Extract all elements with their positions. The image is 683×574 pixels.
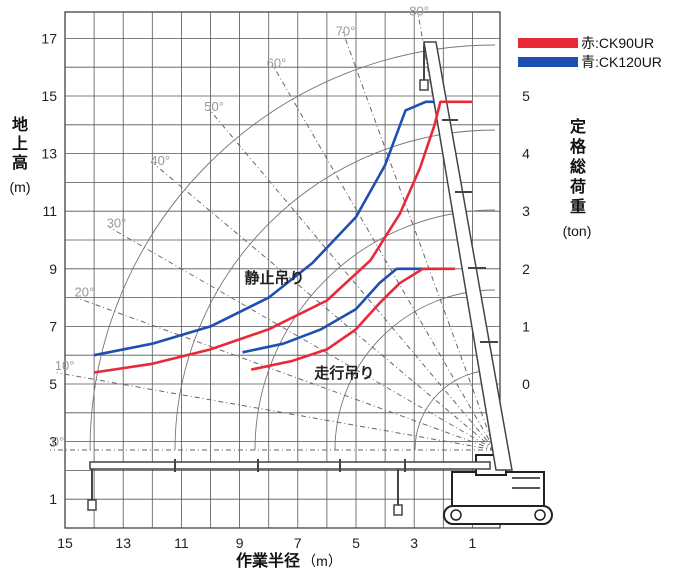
annotation-label: 静止吊り [245, 269, 305, 287]
axis-title-char: 高 [12, 153, 28, 172]
angle-label: 70° [336, 23, 356, 38]
track-wheel [534, 509, 546, 521]
plot-frame [64, 11, 501, 529]
performance-curves [93, 100, 473, 374]
x-tick-label: 9 [236, 535, 244, 551]
y2-tick-label: 5 [522, 88, 530, 104]
x-tick-label: 11 [174, 535, 189, 551]
radius-arc [174, 129, 496, 451]
angle-label: 10° [55, 358, 75, 373]
y-tick-label: 17 [41, 30, 57, 46]
legend-swatch-red [518, 38, 578, 48]
angle-ray [76, 297, 496, 451]
legend: 赤:CK90UR 青:CK120UR [518, 35, 662, 70]
hook-block [87, 499, 97, 511]
boom-horizontal [89, 461, 491, 470]
boom-raised [423, 41, 513, 471]
crawler-track [443, 505, 553, 525]
angle-label: 40° [150, 153, 170, 168]
hook-block [393, 504, 403, 516]
x-tick-label: 1 [469, 535, 477, 551]
axis-title-char: 地 [12, 115, 28, 134]
angle-label: 30° [107, 216, 127, 231]
angle-label: 20° [75, 285, 95, 300]
angle-label: 50° [204, 99, 224, 114]
axis-title-char: 格 [570, 137, 587, 156]
series-line [242, 267, 435, 354]
y-axis-title: 地上高 [12, 115, 28, 172]
axis-title-char: 重 [570, 197, 586, 216]
y2-tick-label: 2 [522, 261, 530, 277]
angle-ray [153, 163, 496, 451]
angle-guides [50, 11, 496, 451]
y-tick-label: 11 [42, 203, 57, 219]
legend-swatch-blue [518, 57, 578, 67]
y-tick-label: 3 [49, 434, 57, 450]
x-axis-title: 作業半径 [236, 551, 300, 570]
y-tick-label: 7 [49, 318, 57, 334]
angle-label: 0° [52, 434, 64, 449]
y2-axis-title: 定格総荷重 [569, 117, 587, 216]
x-tick-label: 5 [352, 535, 360, 551]
y2-axis-unit: (ton) [563, 223, 592, 239]
angle-label: 60° [267, 56, 287, 71]
legend-label-red: 赤:CK90UR [581, 35, 654, 51]
axis-title-char: 上 [12, 134, 28, 153]
axis-title-char: 総 [570, 157, 586, 176]
y-tick-label: 15 [41, 88, 57, 104]
series-line [250, 267, 455, 371]
angle-ray [272, 64, 496, 451]
series-line [93, 100, 473, 374]
legend-label-blue: 青:CK120UR [581, 54, 662, 70]
y-tick-label: 5 [49, 376, 57, 392]
hook-block [419, 79, 429, 91]
x-tick-label: 13 [115, 535, 131, 551]
y2-tick-label: 1 [522, 318, 530, 334]
radius-arc [254, 209, 496, 451]
crane-body [451, 471, 545, 507]
y2-tick-label: 4 [522, 146, 530, 162]
y2-tick-label: 0 [522, 376, 530, 392]
axis-title-char: 荷 [570, 177, 586, 196]
angle-ray [208, 108, 496, 451]
track-wheel [450, 509, 462, 521]
x-tick-label: 3 [410, 535, 418, 551]
y-tick-label: 1 [49, 491, 57, 507]
annotation-label: 走行吊り [314, 364, 374, 382]
angle-ray [56, 372, 496, 451]
x-tick-label: 15 [57, 535, 73, 551]
angle-ray [109, 227, 496, 451]
y2-tick-label: 3 [522, 203, 530, 219]
series-line [93, 100, 435, 357]
y-tick-label: 13 [41, 146, 57, 162]
angle-ray [342, 31, 496, 451]
angle-label: 80° [409, 4, 429, 19]
crane-illustration [87, 41, 553, 525]
x-axis-unit: （m） [302, 553, 342, 569]
axis-title-char: 定 [569, 117, 586, 136]
y-tick-label: 9 [49, 261, 57, 277]
y-axis-unit: (m) [10, 179, 31, 195]
radius-arc [334, 289, 496, 451]
chart-labels: 15 13 11 9 7 5 3 113579111315170123450°10°20°30… [41, 4, 530, 551]
x-tick-label: 7 [294, 535, 302, 551]
radius-arc [89, 44, 496, 451]
